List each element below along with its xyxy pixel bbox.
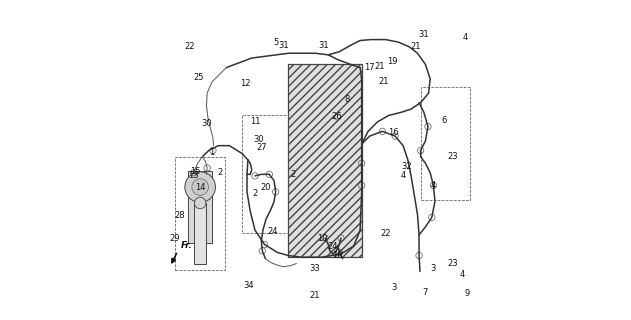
Text: 25: 25	[193, 73, 204, 82]
Text: 4: 4	[459, 270, 464, 279]
Text: 1: 1	[209, 148, 215, 156]
Text: 19: 19	[387, 57, 398, 66]
Text: 7: 7	[423, 288, 428, 297]
Text: 27: 27	[256, 143, 267, 152]
Text: 6: 6	[442, 116, 447, 125]
Text: 28: 28	[175, 211, 186, 220]
Bar	[288, 64, 362, 257]
Text: 14: 14	[196, 183, 206, 192]
Text: 10: 10	[317, 234, 327, 243]
Bar	[188, 171, 212, 243]
Circle shape	[194, 197, 206, 209]
Bar	[194, 203, 206, 264]
Text: 23: 23	[447, 152, 458, 161]
Text: 8: 8	[345, 95, 350, 104]
Bar	[421, 87, 470, 200]
Text: 21: 21	[411, 42, 421, 52]
Text: 33: 33	[309, 264, 320, 273]
Text: 31: 31	[278, 41, 289, 50]
Text: 32: 32	[401, 162, 411, 171]
Text: 13: 13	[188, 172, 199, 180]
Text: 4: 4	[463, 33, 468, 42]
Text: 2: 2	[290, 170, 296, 179]
Bar	[242, 116, 288, 233]
Text: 20: 20	[261, 183, 271, 192]
Text: 31: 31	[418, 30, 429, 39]
Text: 30: 30	[201, 119, 212, 128]
Text: 9: 9	[464, 289, 469, 298]
Circle shape	[185, 172, 215, 202]
Text: 3: 3	[431, 264, 436, 273]
Text: 17: 17	[364, 63, 375, 72]
Text: 16: 16	[388, 128, 399, 137]
Text: 4: 4	[431, 181, 436, 190]
Text: 34: 34	[244, 281, 254, 290]
Bar	[175, 157, 225, 270]
Text: 11: 11	[250, 117, 260, 126]
Text: 30: 30	[253, 135, 264, 144]
Text: 18: 18	[333, 251, 343, 260]
Text: 5: 5	[273, 38, 278, 47]
Text: 2: 2	[217, 168, 223, 177]
Text: 23: 23	[447, 259, 458, 268]
Text: Fr.: Fr.	[180, 241, 192, 250]
Text: 21: 21	[379, 77, 389, 86]
Text: 12: 12	[240, 79, 251, 88]
Text: 4: 4	[401, 172, 406, 180]
Text: 29: 29	[170, 234, 180, 243]
Text: 24: 24	[268, 227, 278, 236]
Text: 24: 24	[327, 242, 338, 251]
Text: 22: 22	[380, 229, 391, 238]
Text: 2: 2	[252, 189, 257, 198]
Text: 26: 26	[332, 113, 343, 122]
Text: 22: 22	[184, 42, 195, 52]
Text: 3: 3	[391, 283, 396, 292]
Text: 21: 21	[310, 291, 320, 300]
Text: 21: 21	[374, 61, 384, 70]
Bar	[196, 228, 205, 243]
Text: 15: 15	[190, 167, 200, 176]
Text: 31: 31	[318, 41, 329, 50]
Circle shape	[192, 179, 208, 196]
